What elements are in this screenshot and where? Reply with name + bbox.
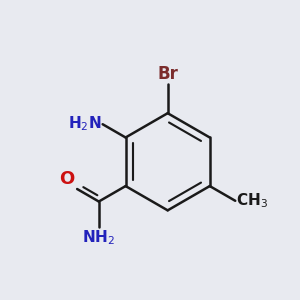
Text: O: O (59, 169, 75, 188)
Text: CH$_3$: CH$_3$ (236, 191, 268, 210)
Text: NH$_2$: NH$_2$ (82, 228, 115, 247)
Text: H$_2$N: H$_2$N (68, 114, 101, 133)
Text: Br: Br (157, 64, 178, 82)
